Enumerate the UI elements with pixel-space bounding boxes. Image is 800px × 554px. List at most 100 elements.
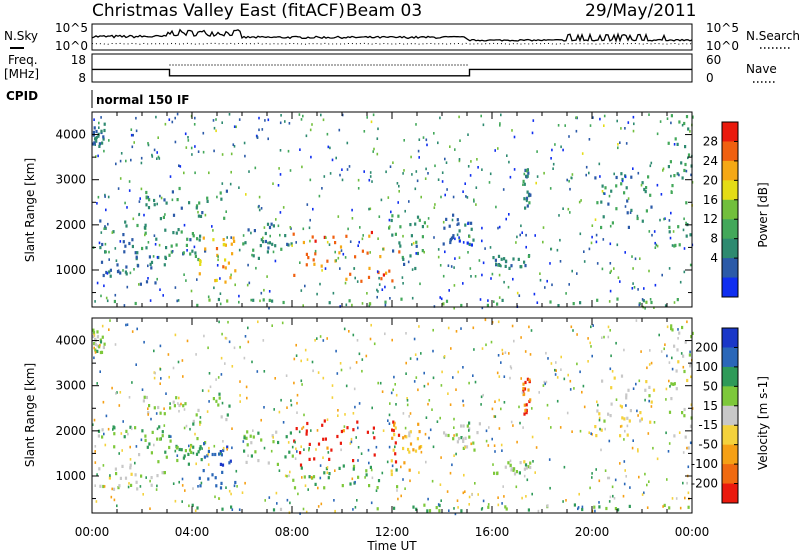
heatmap-cell: [242, 234, 245, 237]
heatmap-cell: [352, 508, 354, 511]
heatmap-cell: [381, 390, 384, 393]
heatmap-cell: [186, 339, 189, 343]
heatmap-cell: [462, 399, 464, 403]
heatmap-cell: [391, 214, 394, 218]
heatmap-cell: [217, 376, 220, 379]
heatmap-cell: [464, 436, 467, 440]
heatmap-cell: [444, 193, 446, 197]
heatmap-cell: [354, 276, 356, 280]
heatmap-cell: [223, 216, 226, 220]
colorbar-tick-label: -200: [691, 477, 718, 491]
heatmap-cell: [413, 337, 416, 341]
heatmap-cell: [305, 429, 308, 433]
heatmap-cell: [364, 476, 366, 479]
heatmap-cell: [289, 501, 291, 505]
heatmap-cell: [357, 459, 359, 462]
heatmap-cell: [607, 335, 610, 339]
heatmap-cell: [151, 430, 154, 434]
heatmap-cell: [153, 371, 156, 374]
heatmap-cell: [282, 421, 285, 424]
heatmap-cell: [231, 365, 234, 368]
heatmap-cell: [503, 257, 506, 261]
heatmap-cell: [188, 504, 190, 508]
heatmap-cell: [648, 480, 650, 483]
heatmap-cell: [115, 392, 117, 395]
heatmap-cell: [172, 366, 175, 370]
heatmap-cell: [217, 403, 220, 407]
heatmap-cell: [498, 398, 500, 402]
heatmap-cell: [235, 125, 237, 129]
heatmap-cell: [279, 173, 282, 176]
heatmap-cell: [220, 415, 223, 419]
heatmap-cell: [659, 218, 661, 222]
heatmap-cell: [469, 174, 472, 177]
heatmap-cell: [326, 337, 328, 340]
heatmap-cell: [651, 233, 653, 237]
heatmap-cell: [110, 495, 113, 499]
heatmap-cell: [92, 334, 95, 339]
heatmap-cell: [258, 195, 261, 199]
heatmap-cell: [327, 451, 330, 454]
heatmap-cell: [372, 431, 374, 435]
heatmap-cell: [588, 138, 591, 141]
heatmap-cell: [390, 218, 393, 223]
x-tick-label: 08:00: [275, 525, 310, 539]
heatmap-cell: [346, 141, 349, 145]
heatmap-cell: [481, 239, 483, 243]
heatmap-cell: [402, 446, 405, 451]
heatmap-cell: [130, 483, 133, 487]
heatmap-cell: [185, 424, 188, 428]
heatmap-cell: [202, 150, 205, 154]
heatmap-cell: [678, 431, 681, 434]
heatmap-cell: [164, 450, 167, 454]
heatmap-cell: [691, 407, 694, 410]
heatmap-cell: [250, 231, 252, 235]
heatmap-cell: [377, 127, 379, 131]
heatmap-cell: [619, 280, 621, 283]
heatmap-cell: [458, 229, 461, 233]
time-axis: 00:00 04:00 08:00 12:00 16:00 20:00 00:00: [75, 525, 710, 539]
heatmap-cell: [165, 201, 168, 205]
heatmap-cell: [298, 430, 301, 434]
heatmap-cell: [322, 339, 325, 342]
heatmap-cell: [102, 400, 105, 404]
heatmap-cell: [604, 469, 607, 472]
heatmap-cell: [685, 201, 688, 205]
heatmap-cell: [360, 452, 363, 455]
heatmap-cell: [440, 456, 442, 459]
heatmap-cell: [153, 198, 156, 203]
heatmap-cell: [348, 330, 350, 333]
heatmap-cell: [112, 487, 116, 491]
heatmap-cell: [673, 434, 676, 438]
heatmap-cell: [98, 144, 101, 148]
heatmap-cell: [627, 121, 630, 124]
heatmap-cell: [494, 258, 497, 262]
heatmap-cell: [221, 153, 224, 156]
heatmap-cell: [413, 380, 416, 383]
heatmap-cell: [457, 222, 460, 226]
heatmap-cell: [487, 299, 489, 302]
heatmap-cell: [676, 172, 679, 176]
heatmap-cell: [632, 267, 634, 270]
heatmap-cell: [687, 465, 690, 469]
colorbar-tick-label: 24: [703, 154, 718, 168]
heatmap-cell: [191, 249, 194, 253]
heatmap-cell: [520, 224, 522, 228]
heatmap-cell: [334, 509, 336, 513]
heatmap-cell: [199, 423, 201, 426]
heatmap-cell: [199, 484, 202, 488]
heatmap-cell: [294, 457, 297, 460]
heatmap-cell: [482, 123, 485, 127]
heatmap-cell: [300, 359, 302, 363]
heatmap-cell: [438, 503, 441, 508]
heatmap-cell: [653, 230, 656, 233]
heatmap-cell: [135, 363, 137, 366]
heatmap-cell: [376, 486, 379, 490]
heatmap-cell: [148, 404, 151, 408]
heatmap-cell: [617, 146, 619, 150]
heatmap-cell: [534, 471, 536, 474]
heatmap-cell: [600, 428, 603, 432]
heatmap-cell: [387, 419, 389, 422]
heatmap-cell: [101, 141, 104, 145]
heatmap-cell: [565, 292, 567, 295]
